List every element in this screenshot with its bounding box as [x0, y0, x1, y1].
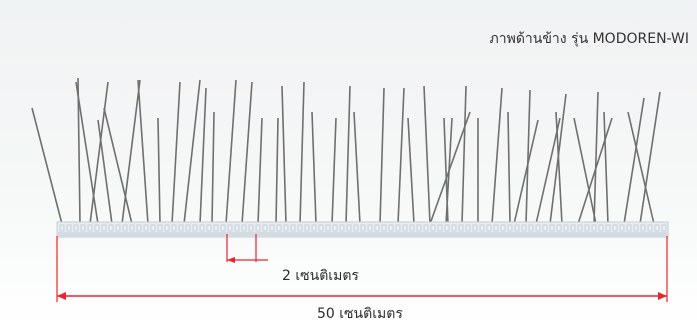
spike: [89, 81, 109, 225]
spike: [345, 85, 351, 225]
base-strip: [56, 221, 669, 238]
spike: [535, 117, 561, 225]
spike: [593, 91, 599, 225]
spike: [429, 111, 471, 225]
spike: [331, 117, 337, 225]
total-length-label: 50 เซนติเมตร: [317, 306, 403, 322]
spike: [639, 91, 661, 225]
spike: [211, 111, 215, 225]
spike: [241, 81, 253, 225]
spike: [353, 111, 361, 225]
dimension-small: [226, 234, 268, 263]
spike: [555, 111, 563, 225]
spike: [603, 111, 609, 225]
spike: [225, 79, 237, 225]
spike: [423, 85, 431, 225]
spike: [513, 119, 539, 225]
spike: [75, 81, 99, 225]
spike-spacing-label: 2 เซนติเมตร: [282, 268, 359, 284]
spike: [137, 79, 149, 225]
spike: [31, 107, 63, 225]
spike: [97, 119, 113, 225]
spike: [121, 79, 141, 225]
spike: [573, 117, 597, 225]
spike: [461, 85, 467, 225]
spike: [311, 111, 317, 225]
spike: [491, 87, 503, 225]
spike: [623, 97, 645, 225]
spike: [257, 117, 263, 225]
spike: [275, 117, 279, 225]
spike: [199, 87, 207, 225]
spike-array: [31, 77, 661, 225]
dimension-total: [56, 236, 668, 302]
spike: [183, 79, 201, 225]
spike: [627, 111, 655, 225]
spike: [507, 111, 511, 225]
spike: [103, 107, 133, 225]
spike: [407, 117, 415, 225]
spike: [157, 117, 161, 225]
spike: [397, 87, 405, 225]
spike: [171, 81, 181, 225]
spike: [525, 89, 531, 225]
photo-caption: ภาพด้านข้าง รุ่น MODOREN-WI: [489, 31, 690, 47]
spike: [281, 85, 287, 225]
spike: [379, 87, 385, 225]
spike: [77, 77, 81, 225]
spike: [299, 81, 305, 225]
